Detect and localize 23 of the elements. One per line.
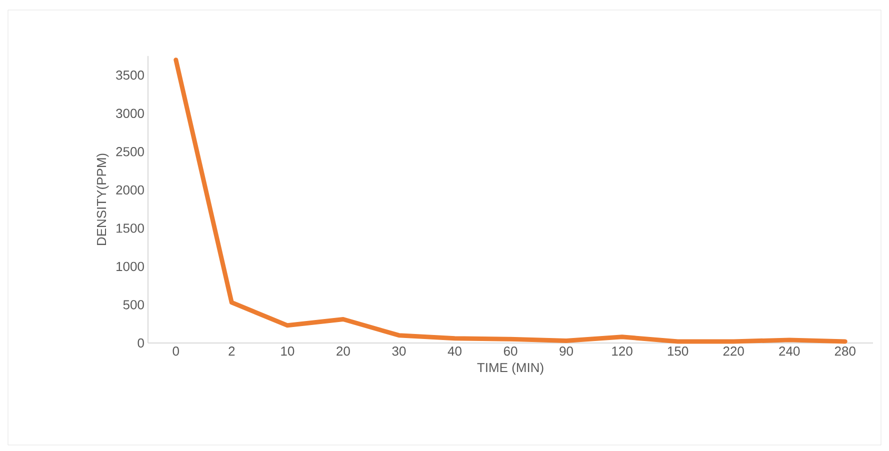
y-tick-label: 3500	[116, 70, 144, 80]
x-tick-label: 150	[668, 346, 688, 356]
y-axis-title: DENSITY(PPM)	[96, 154, 109, 246]
y-tick-label: 500	[123, 300, 144, 310]
y-tick-label: 3000	[116, 108, 144, 118]
y-tick-label: 0	[138, 338, 144, 348]
x-tick-label: 90	[560, 346, 573, 356]
x-tick-label: 30	[392, 346, 406, 356]
x-tick-label: 220	[723, 346, 744, 356]
x-axis-title: TIME (MIN)	[477, 362, 544, 375]
y-tick-label: 1500	[116, 224, 144, 233]
y-tick-label: 2500	[116, 147, 144, 156]
y-tick-label: 2000	[116, 185, 144, 195]
x-tick-label: 240	[779, 346, 800, 356]
x-tick-label: 0	[172, 346, 179, 356]
x-tick-label: 60	[504, 346, 518, 356]
x-tick-label: 20	[336, 346, 350, 356]
x-tick-label: 2	[228, 346, 235, 356]
y-tick-label: 1000	[116, 262, 144, 272]
x-tick-label: 40	[448, 346, 462, 356]
x-tick-label: 280	[834, 346, 856, 356]
x-tick-label: 120	[612, 346, 632, 356]
x-tick-label: 10	[281, 346, 294, 356]
